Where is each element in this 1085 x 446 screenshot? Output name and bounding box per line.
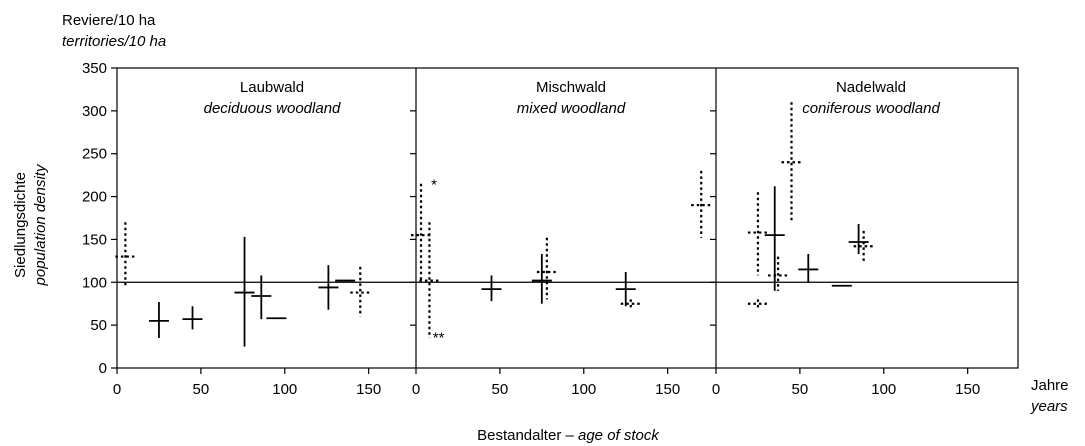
y-tick-label: 50 — [90, 317, 107, 334]
y-axis-label-side: Siedlungsdichte — [12, 172, 29, 278]
x-tick-label: 0 — [113, 381, 121, 398]
x-tick-label: 100 — [272, 381, 297, 398]
annotation-double-star: ** — [433, 329, 445, 346]
x-axis-title-main: Bestandalter – — [477, 427, 578, 444]
x-tick-label: 0 — [412, 381, 420, 398]
plot-area: 0 50 100 150 200 250 300 350 0 50 100 150 0 50 100 150 0… — [82, 60, 1019, 398]
x-tick-label: 150 — [655, 381, 680, 398]
x-tick-label: 150 — [955, 381, 980, 398]
panel-subtitle: deciduous woodland — [204, 100, 341, 117]
x-tick-label: 100 — [871, 381, 896, 398]
x-tick-label: 0 — [712, 381, 720, 398]
y-tick-label: 200 — [82, 189, 107, 206]
x-tick-label: 50 — [492, 381, 509, 398]
y-axis-label-side-italic: population density — [32, 163, 49, 286]
y-tick-label: 300 — [82, 103, 107, 120]
x-axis-title-italic: age of stock — [578, 427, 660, 444]
x-tick-label: 150 — [356, 381, 381, 398]
y-tick-label: 150 — [82, 231, 107, 248]
plot-frame — [116, 67, 1019, 369]
y-tick-label: 100 — [82, 274, 107, 291]
x-unit-label-italic: years — [1030, 398, 1068, 415]
annotation-single-star: * — [431, 177, 437, 194]
x-unit-label: Jahre — [1031, 377, 1069, 394]
panel-title: Nadelwald — [836, 79, 906, 96]
x-axis-title: Bestandalter – age of stock — [477, 427, 660, 444]
x-tick-label: 100 — [571, 381, 596, 398]
x-tick-label: 50 — [193, 381, 210, 398]
y-tick-label: 250 — [82, 146, 107, 163]
y-tick-label: 350 — [82, 60, 107, 77]
y-axis-label-top: Reviere/10 ha — [62, 12, 156, 29]
x-tick-label: 50 — [792, 381, 809, 398]
panel-subtitle: coniferous woodland — [802, 100, 940, 117]
panel-title: Laubwald — [240, 79, 304, 96]
panel-title: Mischwald — [536, 79, 606, 96]
panel-subtitle: mixed woodland — [517, 100, 626, 117]
y-axis-label-top-italic: territories/10 ha — [62, 33, 166, 50]
y-tick-label: 0 — [99, 360, 107, 377]
